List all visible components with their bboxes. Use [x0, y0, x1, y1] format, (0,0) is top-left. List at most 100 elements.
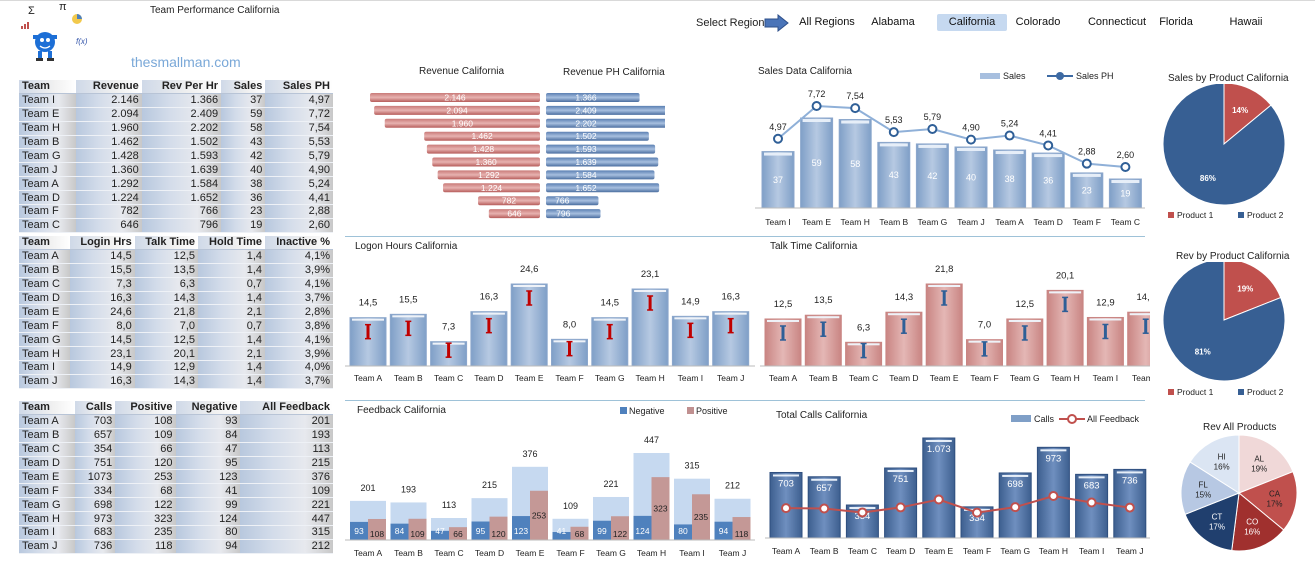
- negative-label: 80: [678, 526, 688, 536]
- bar: [804, 314, 842, 367]
- login-hours-table: Team Login Hrs Talk Time Hold Time Inactive …: [19, 236, 333, 389]
- table-cell: Team H: [19, 511, 75, 526]
- positive-label: 122: [613, 529, 627, 539]
- table-row: Team B 657 109 84 193: [19, 428, 333, 443]
- bar-value-label: 23,1: [641, 269, 660, 280]
- total-feedback-label: 109: [563, 501, 578, 511]
- negative-label: 124: [635, 526, 649, 536]
- column-header: Calls: [74, 401, 116, 415]
- sales-ph-marker: [850, 103, 861, 114]
- bar-value-label: 13,5: [814, 295, 833, 306]
- pie-slice: [1189, 434, 1240, 494]
- table-cell: 99: [175, 497, 241, 512]
- page-title: Team Performance California: [150, 5, 280, 16]
- table-cell: 253: [115, 469, 176, 484]
- bar-value-label: 24,6: [520, 264, 539, 275]
- pie-slice: [1162, 84, 1286, 206]
- calls-bar-label: 973: [1045, 453, 1061, 464]
- x-tick-label: Team H: [1050, 373, 1079, 383]
- table-cell: 7,54: [265, 121, 333, 136]
- x-tick-label: Team D: [889, 373, 918, 383]
- table-cell: Team A: [19, 176, 76, 191]
- table-cell: 40: [221, 162, 266, 177]
- table-cell: 201: [240, 414, 333, 429]
- bar-highlight: [352, 318, 384, 321]
- x-tick-label: Team I: [678, 373, 704, 383]
- sales-bar: [954, 146, 988, 209]
- table-cell: 3,9%: [265, 263, 333, 278]
- table-cell: Team I: [19, 525, 75, 540]
- x-tick-label: Team D: [1034, 217, 1063, 227]
- bar-value-label: 20,1: [1056, 270, 1075, 281]
- table-cell: 109: [115, 428, 176, 443]
- all-feedback-marker: [895, 502, 906, 513]
- pie-category-label: CT: [1212, 512, 1223, 521]
- x-tick-label: Team C: [848, 546, 877, 556]
- negative-label: 94: [719, 526, 729, 536]
- sales-ph-marker: [888, 127, 899, 138]
- legend-product-2: Product 2: [1247, 387, 1284, 397]
- revenue-ph-bar-label: 1.584: [575, 170, 597, 180]
- table-row: Team D 751 120 95 215: [19, 456, 333, 470]
- x-tick-label: Team A: [354, 548, 383, 558]
- top-border: [0, 0, 1315, 1]
- pie-percent-label: 14%: [1232, 106, 1248, 115]
- sales-bar-highlight: [1072, 173, 1101, 177]
- negative-bar: [512, 516, 530, 540]
- table-cell: 2,8%: [265, 304, 333, 319]
- table-row: Team G 698 122 99 221: [19, 497, 333, 512]
- table-row: Team I 683 235 80 315: [19, 525, 333, 540]
- arrow-right-icon: [764, 13, 790, 37]
- table-row: Team C 646 796 19 2,60: [19, 218, 333, 233]
- revenue-ph-bar-label: 796: [556, 209, 570, 219]
- table-cell: 0,7: [198, 318, 266, 333]
- region-connecticut-button[interactable]: Connecticut: [1087, 16, 1147, 28]
- positive-label: 66: [453, 529, 463, 539]
- table-row: Team J 1.360 1.639 40 4,90: [19, 162, 333, 177]
- sales-ph-label: 2,88: [1078, 147, 1096, 157]
- pie-sales-title: Sales by Product California: [1168, 73, 1289, 84]
- pie-percent-label: 17%: [1267, 500, 1283, 509]
- region-hawaii-button[interactable]: Hawaii: [1229, 16, 1263, 28]
- region-all-regions-button[interactable]: All Regions: [799, 16, 855, 28]
- table-cell: 95: [175, 456, 241, 470]
- revenue-bar: [488, 209, 540, 219]
- region-alabama-button[interactable]: Alabama: [871, 16, 915, 28]
- table-cell: 14,5: [69, 249, 135, 264]
- table-cell: 221: [240, 497, 333, 512]
- revenue-ph-bar: [546, 118, 665, 128]
- table-row: Team F 8,0 7,0 0,7 3,8%: [19, 318, 333, 333]
- revenue-chart-title: Revenue California: [419, 66, 505, 77]
- logon-chart-title: Logon Hours California: [355, 241, 458, 252]
- table-cell: 47: [175, 442, 241, 457]
- x-tick-label: Team J: [957, 217, 984, 227]
- table-row: Team G 14,5 12,5 1,4 4,1%: [19, 332, 333, 347]
- pie-category-label: AL: [1254, 454, 1264, 463]
- table-cell: 782: [75, 204, 142, 219]
- table-row: Team J 16,3 14,3 1,4 3,7%: [19, 374, 333, 389]
- positive-bar: [651, 477, 670, 540]
- bar-highlight: [887, 313, 920, 316]
- region-california-button[interactable]: California: [937, 14, 1007, 31]
- x-tick-label: Team F: [970, 373, 998, 383]
- pie-category-label: CO: [1246, 517, 1258, 526]
- table-cell: 108: [115, 414, 176, 429]
- x-tick-label: Team J: [1132, 373, 1150, 383]
- calls-bar-highlight: [811, 478, 838, 481]
- svg-text:π: π: [59, 1, 67, 13]
- revenue-bar-label: 1.360: [475, 157, 497, 167]
- negative-label: 47: [435, 526, 445, 536]
- negative-bar: [593, 520, 611, 540]
- table-cell: 751: [74, 456, 116, 470]
- table-cell: Team I: [19, 93, 76, 108]
- x-tick-label: Team G: [1010, 373, 1040, 383]
- x-tick-label: Team E: [924, 546, 953, 556]
- table-row: Team E 1073 253 123 376: [19, 469, 333, 484]
- table-cell: Team D: [19, 190, 76, 205]
- table-cell: 354: [74, 442, 116, 457]
- bar-highlight: [767, 319, 799, 322]
- region-colorado-button[interactable]: Colorado: [1015, 16, 1061, 28]
- region-florida-button[interactable]: Florida: [1159, 16, 1193, 28]
- x-tick-label: Team H: [637, 548, 666, 558]
- table-row: Team H 23,1 20,1 2,1 3,9%: [19, 346, 333, 361]
